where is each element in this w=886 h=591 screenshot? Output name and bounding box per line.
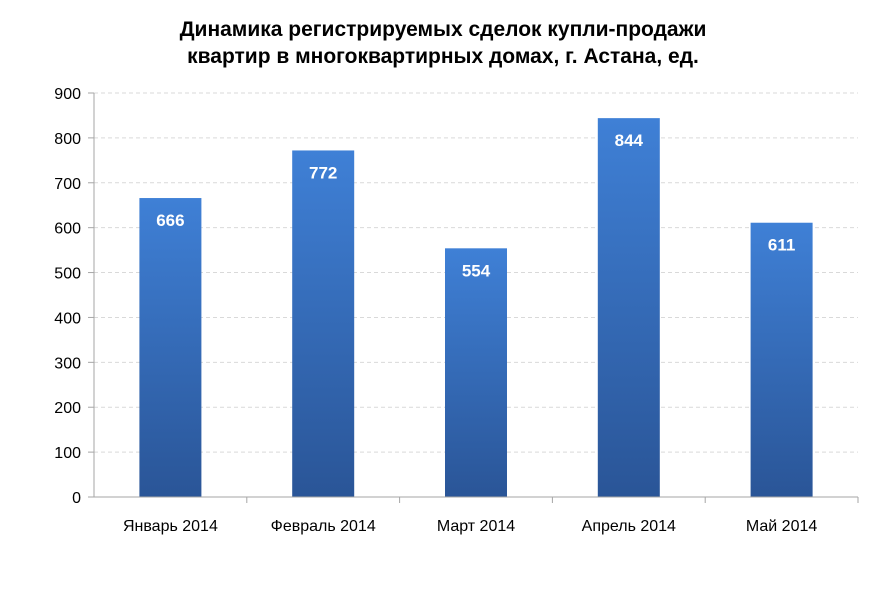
data-label: 666 xyxy=(156,211,184,230)
x-axis-tick-labels: Январь 2014 Февраль 2014 Март 2014 Апрель 2… xyxy=(123,518,817,535)
y-axis-tick-labels: 0 100 200 300 400 500 600 700 800 900 xyxy=(54,86,81,507)
chart-title-line-1: Динамика регистрируемых сделок купли-про… xyxy=(179,18,707,41)
bar xyxy=(139,198,202,498)
bar xyxy=(597,118,660,497)
axes xyxy=(88,93,858,498)
x-tick-label: Январь 2014 xyxy=(123,518,218,535)
x-tick-label: Февраль 2014 xyxy=(271,518,376,535)
data-label: 611 xyxy=(768,236,795,255)
bar xyxy=(445,248,507,497)
y-tick-label: 300 xyxy=(54,355,81,372)
bar xyxy=(292,150,355,498)
chart-title-line-2: квартир в многоквартирных домах, г. Аста… xyxy=(187,45,699,68)
y-tick-label: 100 xyxy=(54,445,81,462)
x-tick-label: Март 2014 xyxy=(437,518,515,535)
y-tick-label: 700 xyxy=(54,176,81,193)
y-tick-label: 800 xyxy=(54,131,81,148)
y-tick-label: 900 xyxy=(54,86,81,103)
data-label: 554 xyxy=(462,261,491,280)
x-tick-label: Апрель 2014 xyxy=(582,518,676,535)
chart-title: Динамика регистрируемых сделок купли-про… xyxy=(0,16,886,70)
y-tick-label: 400 xyxy=(54,310,81,327)
bars xyxy=(139,118,813,498)
y-tick-label: 500 xyxy=(54,266,81,283)
data-label: 772 xyxy=(309,163,337,182)
y-tick-label: 200 xyxy=(54,400,81,417)
data-label: 844 xyxy=(615,131,644,150)
bar xyxy=(750,222,813,497)
x-tick-label: Май 2014 xyxy=(746,518,817,535)
y-tick-label: 0 xyxy=(72,490,81,507)
data-labels: 666 772 554 844 611 xyxy=(156,131,795,280)
y-tick-label: 600 xyxy=(54,221,81,238)
